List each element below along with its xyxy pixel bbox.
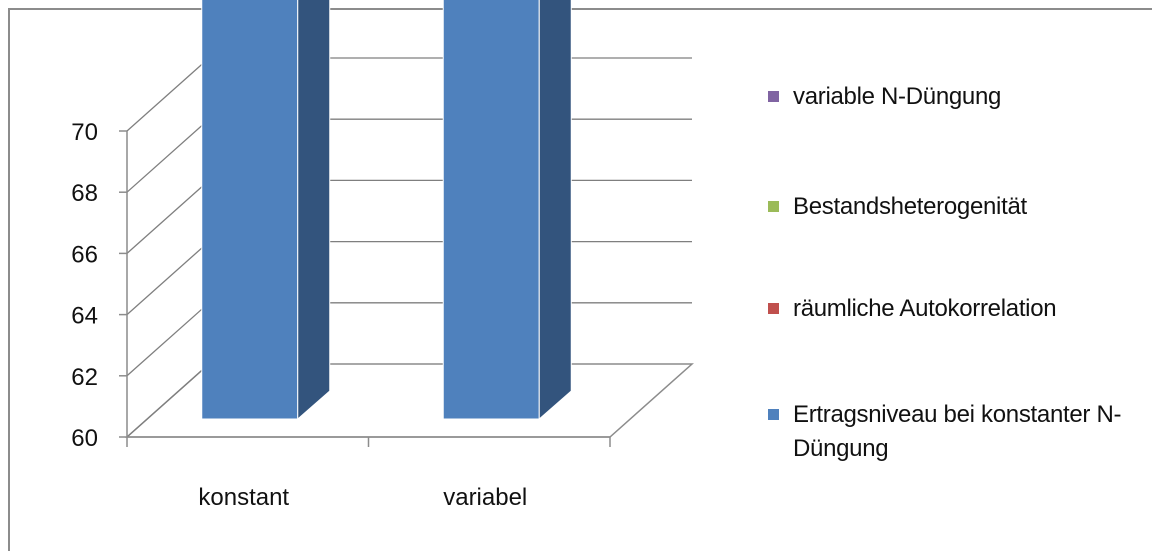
x-axis-labels: konstant variabel: [198, 484, 527, 511]
x-tick-label: konstant: [198, 484, 289, 511]
y-tick-label: 66: [71, 241, 98, 268]
y-tick-label: 68: [71, 180, 98, 207]
y-axis: 60 62 64 66 68 70: [71, 119, 611, 452]
side-gridline: [126, 179, 210, 254]
legend-swatch: [768, 303, 779, 314]
side-gridline: [126, 118, 210, 193]
legend-item: variable N-Düngung: [768, 80, 1133, 114]
spacer: [127, 0, 209, 70]
side-gridline: [126, 363, 210, 438]
y-tick-label: 64: [71, 303, 98, 330]
legend-label: räumliche Autokorrelation: [793, 295, 1057, 322]
y-tick-label: 62: [71, 364, 98, 391]
legend-item: räumliche Autokorrelation: [768, 292, 1133, 326]
bars: [201, 0, 572, 421]
bar-side: [297, 0, 331, 421]
bar-front: [442, 0, 540, 420]
legend-item: Bestandsheterogenität: [768, 190, 1133, 224]
legend-label: Ertragsniveau bei konstanter N-Düngung: [793, 401, 1122, 462]
stacked-bar-chart-3d: 60 62 64 66 68 70 konstant variabel: [71, 0, 694, 511]
bar-front: [201, 0, 299, 420]
x-tick-label: variabel: [443, 484, 527, 511]
legend-label: variable N-Düngung: [793, 83, 1002, 110]
y-tick-label: 60: [71, 425, 98, 452]
side-gridline: [126, 302, 210, 377]
legend-swatch: [768, 409, 779, 420]
legend-swatch: [768, 201, 779, 212]
bar-side: [538, 0, 572, 421]
side-gridline: [126, 241, 210, 316]
legend-swatch: [768, 91, 779, 102]
legend-item: Ertragsniveau bei konstanter N-Düngung: [768, 398, 1133, 466]
legend-label: Bestandsheterogenität: [793, 193, 1027, 220]
chart-frame: [8, 8, 1152, 551]
side-gridline: [126, 57, 210, 132]
y-tick-label: 70: [71, 119, 98, 146]
